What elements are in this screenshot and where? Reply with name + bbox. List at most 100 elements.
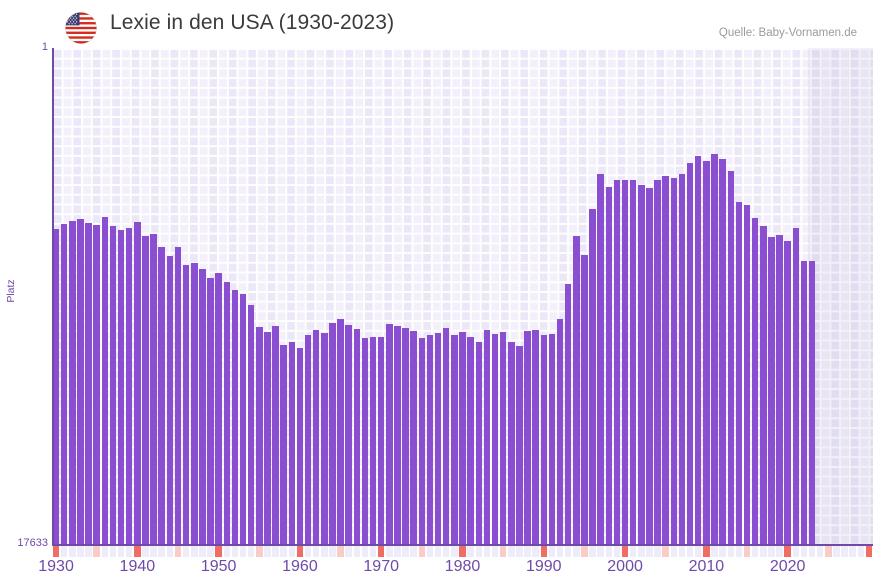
x-axis-tick-cell: [475, 546, 482, 557]
x-axis-tick-cell: [231, 546, 239, 557]
bar: [256, 326, 263, 544]
bar: [499, 332, 507, 544]
bar: [312, 330, 320, 544]
bar: [410, 330, 417, 544]
x-axis-tick-cell: [264, 546, 271, 557]
bar: [491, 334, 499, 544]
x-axis-tick-cell: [125, 546, 133, 557]
bar: [735, 201, 743, 544]
bar: [191, 263, 198, 544]
bar: [85, 222, 92, 544]
bar: [524, 331, 531, 544]
bar: [556, 318, 564, 544]
x-axis-tick-cell: [816, 546, 824, 557]
x-tick-label: 1980: [444, 558, 481, 575]
x-axis-minor-tick: [418, 546, 426, 557]
bar: [581, 254, 588, 544]
bar: [280, 345, 287, 544]
bar: [288, 341, 296, 544]
x-axis-tick-cell: [101, 546, 109, 557]
bar: [296, 347, 304, 544]
bar: [743, 205, 751, 544]
bar: [800, 260, 808, 544]
bar: [621, 180, 629, 544]
bar: [629, 179, 637, 544]
bar: [768, 237, 775, 544]
x-axis-tick-strip: [52, 546, 873, 557]
x-axis-tick-cell: [711, 546, 718, 557]
x-axis-tick-cell: [857, 546, 865, 557]
bar: [776, 235, 783, 544]
x-axis-tick-cell: [394, 546, 401, 557]
x-axis-tick-cell: [312, 546, 320, 557]
x-axis-minor-tick: [174, 546, 182, 557]
x-axis-tick-cell: [247, 546, 255, 557]
x-axis-line: [52, 544, 873, 546]
bar: [459, 332, 466, 544]
bar: [109, 225, 117, 544]
x-axis-major-tick: [459, 546, 466, 557]
bar: [134, 221, 141, 544]
bar: [483, 330, 491, 544]
x-axis-tick-cell: [629, 546, 637, 557]
x-axis-minor-tick: [93, 546, 100, 557]
bar: [223, 282, 231, 544]
bar: [760, 226, 767, 544]
bar: [386, 324, 393, 544]
bar: [475, 341, 482, 544]
x-axis-tick-cell: [597, 546, 604, 557]
x-axis-tick-cell: [321, 546, 328, 557]
x-axis-tick-cell: [117, 546, 125, 557]
x-axis-tick-cell: [532, 546, 539, 557]
no-data-shaded-region: [808, 48, 873, 544]
bar: [613, 179, 621, 544]
x-axis-tick-cell: [353, 546, 361, 557]
x-axis-tick-cell: [467, 546, 474, 557]
bar: [792, 228, 800, 544]
bar: [182, 264, 190, 544]
bar: [369, 337, 377, 544]
x-axis-minor-tick: [662, 546, 669, 557]
x-axis-tick-cell: [369, 546, 377, 557]
x-tick-label: 2010: [688, 558, 725, 575]
bar: [784, 240, 791, 544]
bar: [361, 337, 369, 544]
x-axis-tick-cell: [158, 546, 165, 557]
x-axis-tick-cell: [792, 546, 800, 557]
x-axis-tick-cell: [207, 546, 214, 557]
x-axis-tick-cell: [223, 546, 231, 557]
bar: [508, 342, 515, 544]
x-axis-major-tick: [377, 546, 385, 557]
x-axis-tick-cell: [678, 546, 686, 557]
bar: [142, 235, 149, 544]
bar: [150, 234, 157, 544]
bar: [215, 272, 222, 544]
x-axis-tick-cell: [719, 546, 726, 557]
x-axis-tick-cell: [556, 546, 564, 557]
x-axis-minor-tick: [256, 546, 263, 557]
bar: [247, 304, 255, 544]
bar: [451, 335, 458, 544]
x-axis-minor-tick: [581, 546, 588, 557]
x-axis-major-tick: [215, 546, 222, 557]
x-axis-tick-cell: [508, 546, 515, 557]
x-axis-tick-cell: [329, 546, 336, 557]
bar: [174, 247, 182, 544]
y-tick-label-bottom: 17633: [17, 537, 48, 549]
x-tick-label: 1940: [119, 558, 156, 575]
x-axis-tick-cell: [451, 546, 458, 557]
x-tick-label: 2000: [607, 558, 643, 575]
x-axis-major-tick: [296, 546, 304, 557]
bar: [394, 325, 401, 544]
x-tick-label: 1960: [282, 558, 318, 575]
x-axis-tick-cell: [694, 546, 702, 557]
x-axis-tick-cell: [516, 546, 523, 557]
x-axis-tick-cell: [288, 546, 296, 557]
bar: [662, 175, 669, 544]
x-axis-tick-cell: [239, 546, 247, 557]
x-axis-major-tick: [134, 546, 141, 557]
bar: [694, 156, 702, 544]
bar: [239, 293, 247, 544]
bar: [564, 283, 572, 544]
bar: [264, 332, 271, 544]
